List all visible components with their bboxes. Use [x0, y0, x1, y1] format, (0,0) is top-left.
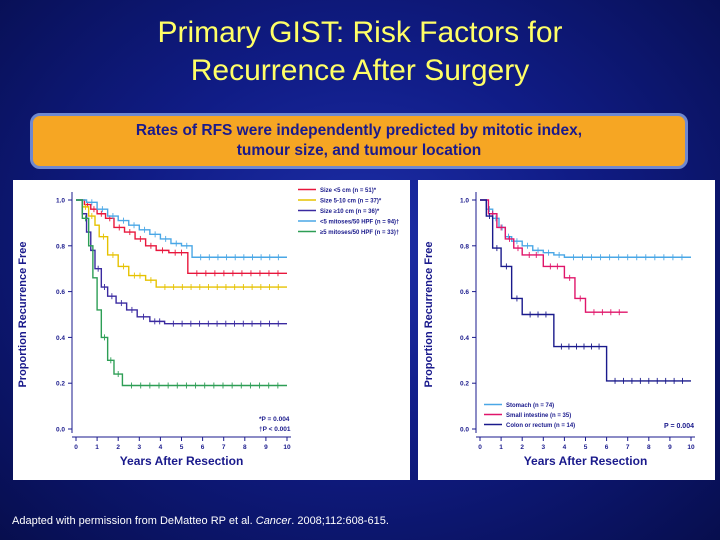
y-tick-label: 1.0 — [460, 198, 469, 205]
legend-label: Small intestine (n = 35) — [506, 413, 571, 419]
citation: Adapted with permission from DeMatteo RP… — [12, 515, 389, 527]
y-tick-label: 0.0 — [56, 427, 65, 434]
x-tick-label: 9 — [668, 444, 672, 451]
slide-title-line-1: Primary GIST: Risk Factors for — [157, 16, 563, 49]
slide-title: Primary GIST: Risk Factors for Recurrenc… — [0, 14, 720, 90]
x-tick-label: 4 — [563, 444, 567, 451]
legend-label: Size ≥10 cm (n = 36)* — [320, 209, 380, 215]
y-tick-label: 1.0 — [56, 198, 65, 205]
km-curve-3 — [76, 199, 287, 325]
y-tick-label: 0.2 — [460, 381, 469, 388]
y-tick-label: 0.4 — [460, 335, 469, 342]
y-tick-label: 0.2 — [56, 381, 65, 388]
x-tick-label: 1 — [95, 444, 99, 451]
legend-label: Size 5-10 cm (n = 37)* — [320, 199, 382, 205]
y-axis-label: Proportion Recurrence Free — [17, 241, 29, 387]
y-tick-label: 0.8 — [460, 243, 469, 250]
x-axis-label: Years After Resection — [120, 454, 244, 468]
callout-line-2: tumour size, and tumour location — [236, 142, 482, 159]
callout-line-1: Rates of RFS were independently predicte… — [135, 122, 583, 139]
x-tick-label: 8 — [243, 444, 247, 451]
x-tick-label: 0 — [74, 444, 78, 451]
x-tick-label: 7 — [222, 444, 226, 451]
km-curve-1 — [480, 199, 691, 258]
legend-label: <5 mitoses/50 HPF (n = 94)† — [320, 220, 399, 226]
x-tick-label: 10 — [283, 444, 291, 451]
x-tick-label: 5 — [180, 444, 184, 451]
citation-journal: Cancer — [255, 515, 292, 527]
x-tick-label: 6 — [201, 444, 205, 451]
citation-details: . 2008;112:608-615. — [291, 515, 389, 527]
chart-annotation: †P < 0.001 — [259, 426, 291, 433]
x-tick-label: 6 — [605, 444, 609, 451]
legend-label: Colon or rectum (n = 14) — [506, 423, 575, 429]
km-chart-size-mitoses: 0.0 0.2 0.4 0.6 0.8 1.0 0 1 2 3 4 5 6 7 8 9 10 Years Afte… — [17, 188, 399, 468]
km-chart-location: 0.0 0.2 0.4 0.6 0.8 1.0 0 1 2 3 4 5 6 7 8 9 10 Years Afte… — [423, 192, 695, 468]
citation-text: Adapted with permission from DeMatteo RP… — [12, 515, 256, 527]
legend-label: ≥5 mitoses/50 HPF (n = 33)† — [320, 230, 399, 236]
y-axis-label: Proportion Recurrence Free — [423, 241, 435, 387]
x-tick-label: 2 — [520, 444, 524, 451]
x-tick-label: 1 — [499, 444, 503, 451]
y-tick-label: 0.0 — [460, 427, 469, 434]
summary-callout: Rates of RFS were independently predicte… — [30, 113, 688, 169]
chart-annotation: P = 0.004 — [664, 423, 694, 430]
km-curve-2 — [76, 199, 287, 288]
chart-panel-location: 0.0 0.2 0.4 0.6 0.8 1.0 0 1 2 3 4 5 6 7 8 9 10 Years Afte… — [418, 180, 715, 480]
x-tick-label: 10 — [687, 444, 695, 451]
x-tick-label: 8 — [647, 444, 651, 451]
x-tick-label: 4 — [159, 444, 163, 451]
y-tick-label: 0.6 — [56, 289, 65, 296]
km-curve-1 — [76, 199, 287, 274]
y-tick-label: 0.8 — [56, 243, 65, 250]
km-curve-3 — [480, 199, 691, 382]
km-curve-5 — [76, 199, 287, 387]
chart-annotation: *P = 0.004 — [259, 416, 290, 423]
km-curve-4 — [76, 199, 287, 258]
y-tick-label: 0.6 — [460, 289, 469, 296]
x-tick-label: 2 — [116, 444, 120, 451]
y-tick-label: 0.4 — [56, 335, 65, 342]
x-tick-label: 3 — [137, 444, 141, 451]
x-tick-label: 5 — [584, 444, 588, 451]
slide-title-line-2: Recurrence After Surgery — [190, 54, 530, 87]
x-tick-label: 3 — [541, 444, 545, 451]
x-tick-label: 9 — [264, 444, 268, 451]
km-curve-2 — [480, 199, 628, 313]
legend-label: Stomach (n = 74) — [506, 403, 554, 409]
x-tick-label: 7 — [626, 444, 630, 451]
x-axis-label: Years After Resection — [524, 454, 648, 468]
legend-label: Size <5 cm (n = 51)* — [320, 188, 377, 194]
x-tick-label: 0 — [478, 444, 482, 451]
chart-panel-size-mitoses: 0.0 0.2 0.4 0.6 0.8 1.0 0 1 2 3 4 5 6 7 8 9 10 Years Afte… — [13, 180, 410, 480]
